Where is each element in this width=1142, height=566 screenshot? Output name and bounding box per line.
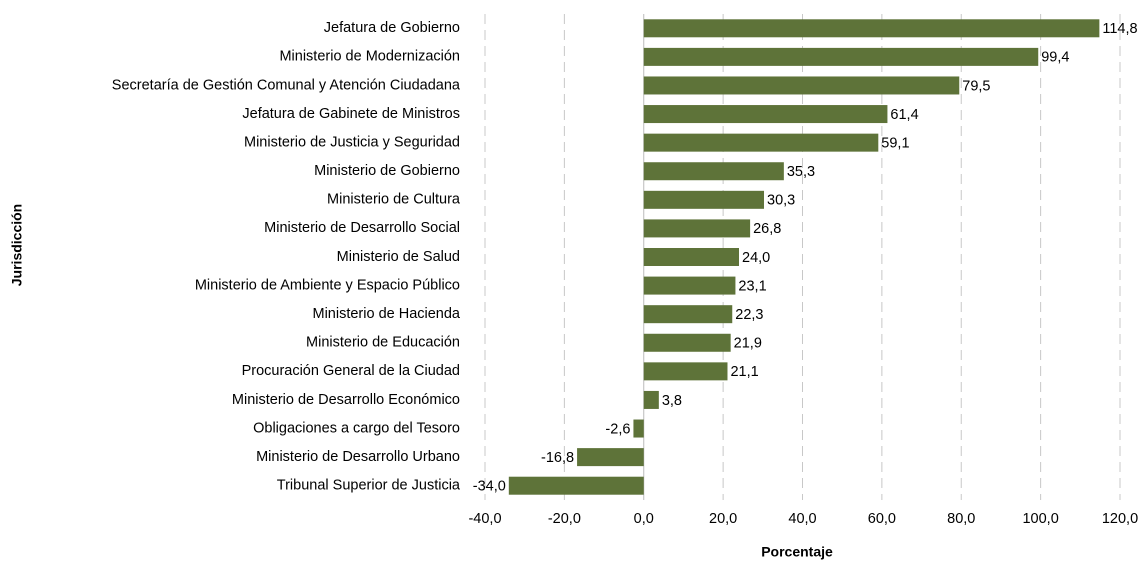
bar <box>643 333 731 352</box>
x-tick-label: 120,0 <box>1102 511 1138 527</box>
value-label: 21,1 <box>730 364 758 380</box>
value-label: 24,0 <box>742 250 770 266</box>
value-label: 114,8 <box>1102 21 1137 37</box>
x-tick-label: 0,0 <box>634 511 654 527</box>
y-tick-label: Ministerio de Gobierno <box>314 163 460 179</box>
x-tick-label: 40,0 <box>788 511 816 527</box>
x-axis-title: Porcentaje <box>761 544 833 560</box>
bar <box>643 76 960 95</box>
value-label: -16,8 <box>541 450 574 466</box>
x-tick-label: -40,0 <box>468 511 501 527</box>
y-tick-label: Secretaría de Gestión Comunal y Atención… <box>112 77 461 93</box>
bar <box>643 276 736 295</box>
bar <box>643 390 659 409</box>
y-tick-label: Ministerio de Desarrollo Económico <box>232 392 460 408</box>
y-tick-label: Jefatura de Gabinete de Ministros <box>242 106 460 122</box>
y-tick-label: Tribunal Superior de Justicia <box>277 478 461 494</box>
x-tick-label: 100,0 <box>1022 511 1058 527</box>
bar <box>643 162 784 181</box>
value-label: 21,9 <box>734 336 762 352</box>
value-label: 23,1 <box>738 278 766 294</box>
value-label: 35,3 <box>787 164 815 180</box>
value-label: 99,4 <box>1041 50 1069 66</box>
bar <box>643 248 739 266</box>
y-tick-label: Ministerio de Desarrollo Urbano <box>256 449 460 465</box>
x-tick-label: -20,0 <box>548 511 581 527</box>
value-label: 3,8 <box>662 393 682 409</box>
bar <box>643 219 751 238</box>
y-tick-label: Ministerio de Educación <box>306 335 460 351</box>
y-axis-title: Jurisdicción <box>9 204 25 286</box>
bar <box>643 305 733 324</box>
value-label: 79,5 <box>962 78 990 94</box>
bar <box>643 105 888 124</box>
y-tick-label: Procuración General de la Ciudad <box>242 363 460 379</box>
bar <box>643 190 765 209</box>
y-tick-label: Ministerio de Hacienda <box>313 306 461 322</box>
value-label: 61,4 <box>890 107 918 123</box>
value-label: 22,3 <box>735 307 763 323</box>
y-tick-label: Ministerio de Ambiente y Espacio Público <box>195 277 460 293</box>
x-tick-label: 60,0 <box>868 511 896 527</box>
value-label: 30,3 <box>767 193 795 209</box>
y-tick-label: Ministerio de Desarrollo Social <box>264 220 460 236</box>
x-tick-label: 80,0 <box>947 511 975 527</box>
bar <box>577 448 644 467</box>
value-label: 59,1 <box>881 135 909 151</box>
bar <box>633 419 644 438</box>
value-label: -34,0 <box>473 479 506 495</box>
bar <box>643 19 1100 38</box>
bar <box>643 362 728 381</box>
value-label: 26,8 <box>753 221 781 237</box>
x-tick-label: 20,0 <box>709 511 737 527</box>
bar <box>643 47 1039 66</box>
y-tick-label: Ministerio de Justicia y Seguridad <box>244 134 460 150</box>
y-tick-label: Jefatura de Gobierno <box>324 20 460 36</box>
bar <box>643 133 879 152</box>
y-tick-label: Ministerio de Modernización <box>279 49 460 65</box>
bar <box>508 476 644 495</box>
value-label: -2,6 <box>605 421 630 437</box>
y-tick-label: Obligaciones a cargo del Tesoro <box>253 420 460 436</box>
y-tick-label: Ministerio de Cultura <box>327 192 461 208</box>
y-tick-label: Ministerio de Salud <box>337 249 460 265</box>
